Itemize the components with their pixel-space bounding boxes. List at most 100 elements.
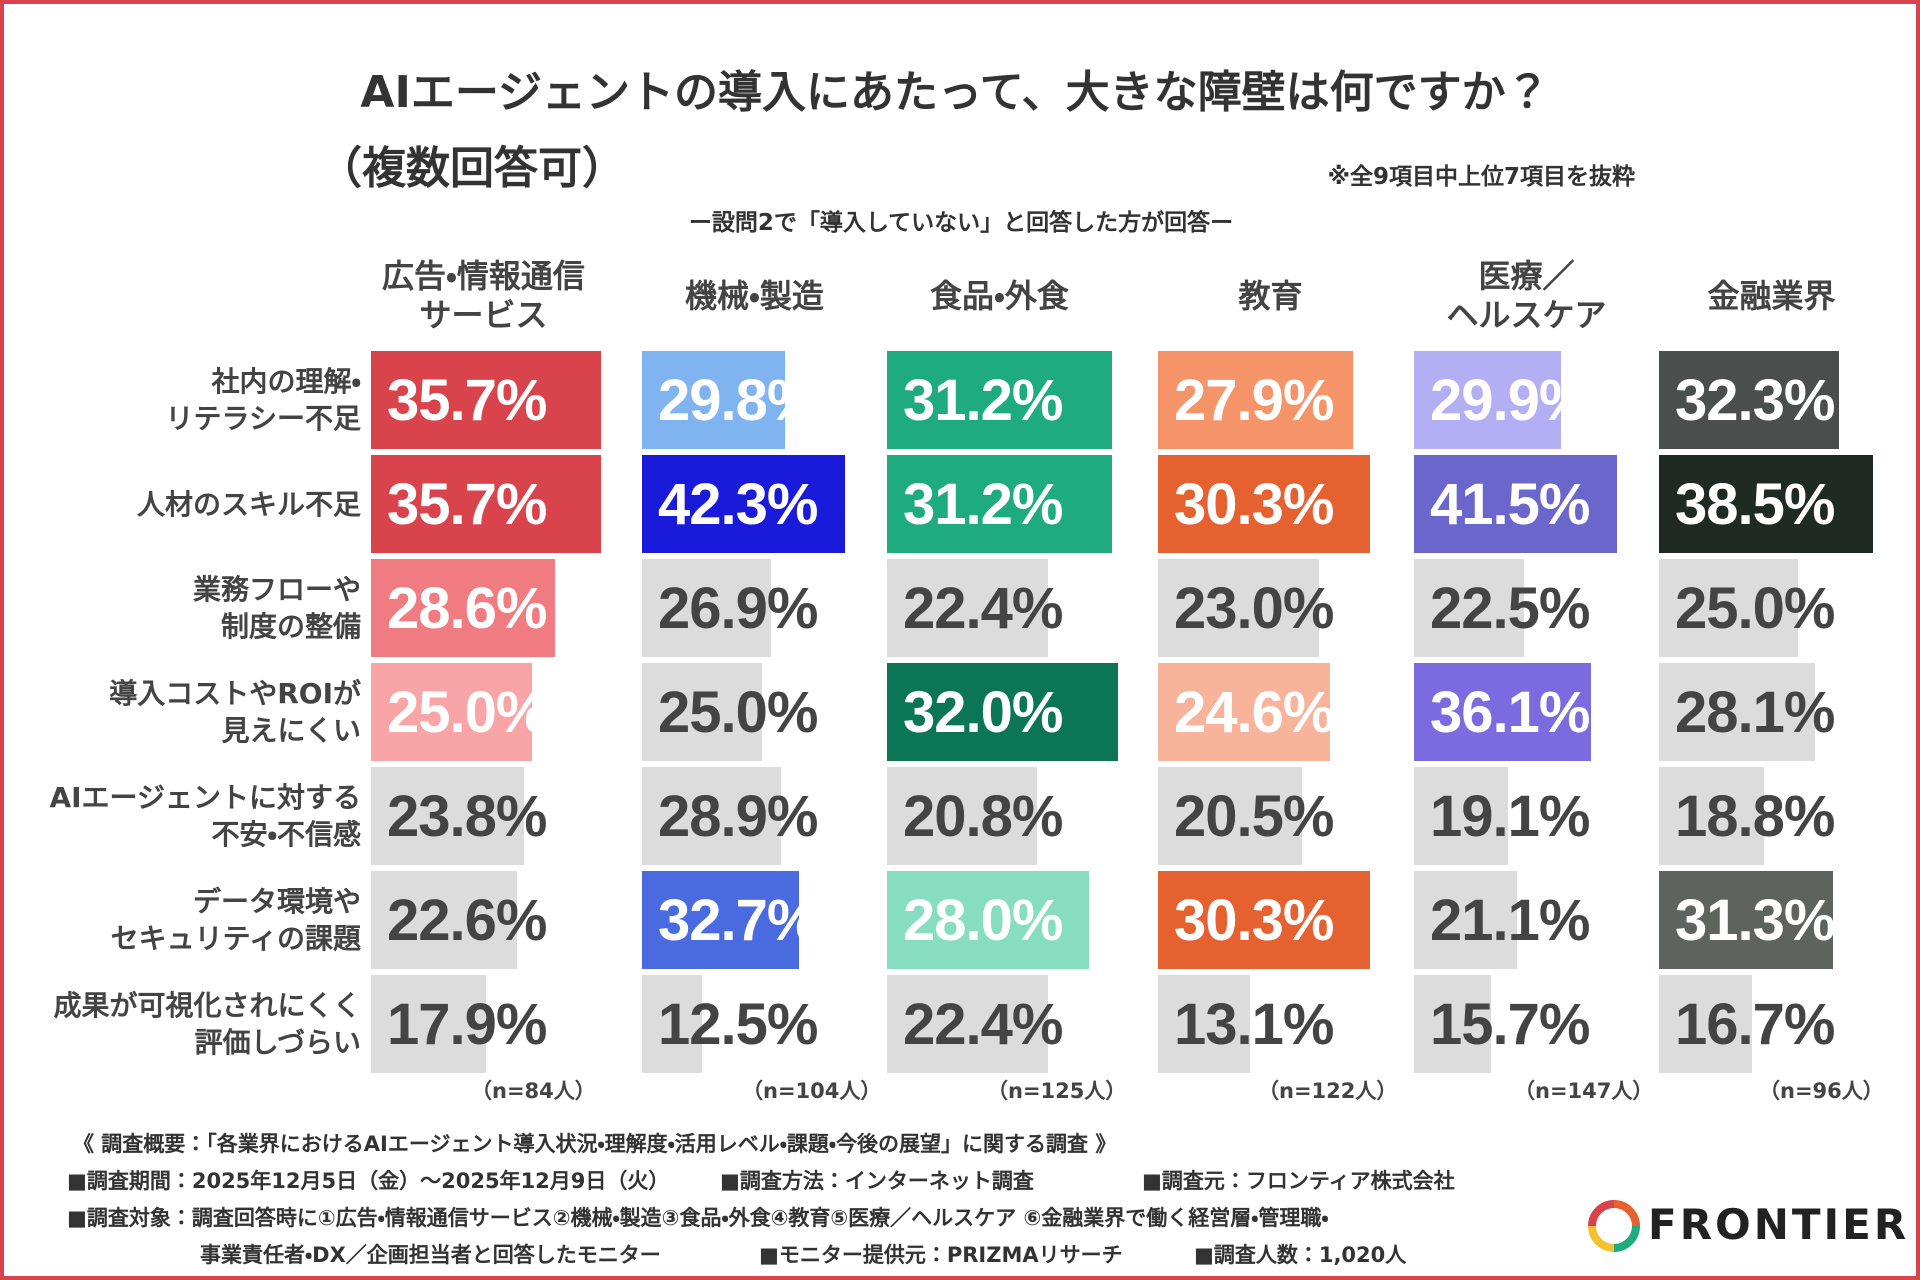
category-label: データ環境や セキュリティの課題 [110, 885, 361, 955]
value-label: 27.9% [1174, 368, 1334, 433]
panel-header: 金融業界 [1707, 276, 1836, 315]
sample-size: （n=96人） [1759, 1079, 1884, 1103]
value-label: 28.9% [658, 784, 818, 849]
value-label: 22.4% [903, 576, 1063, 641]
bar [1659, 767, 1764, 865]
value-label: 18.8% [1675, 784, 1835, 849]
bar [1659, 455, 1874, 553]
sample-size: （n=125人） [987, 1079, 1127, 1103]
survey-detail: ■調査方法：インターネット調査 [720, 1169, 1034, 1193]
chart-title: AIエージェントの導入にあたって、大きな障壁は何ですか？ [360, 67, 1550, 118]
bar [1158, 871, 1371, 969]
value-label: 20.8% [903, 784, 1063, 849]
category-label: 人材のスキル不足 [136, 487, 361, 521]
value-label: 20.5% [1174, 784, 1334, 849]
subtitle: ー設問2で「導入していない」と回答した方が回答ー [688, 210, 1234, 236]
bar [642, 663, 763, 761]
bar [1158, 455, 1371, 553]
panel-header: 食品・外食 [930, 276, 1069, 315]
bar [1659, 975, 1752, 1073]
bar [1158, 975, 1250, 1073]
value-label: 30.3% [1174, 888, 1334, 953]
value-label: 21.1% [1430, 888, 1590, 953]
bar [1414, 767, 1508, 865]
note: ※全9項目中上位7項目を抜粋 [1327, 164, 1635, 190]
sample-size: （n=122人） [1258, 1079, 1398, 1103]
panel-header: 医療／ ヘルスケア [1446, 257, 1607, 334]
bar [1659, 871, 1834, 969]
logo-text: FRONTIER [1648, 1200, 1910, 1249]
value-label: 17.9% [387, 992, 547, 1057]
sample-size: （n=84人） [471, 1079, 596, 1103]
category-label: 業務フローや 制度の整備 [192, 573, 361, 643]
bar [887, 767, 1037, 865]
bar [1659, 663, 1816, 761]
bar [1414, 975, 1491, 1073]
value-label: 29.8% [658, 368, 818, 433]
value-label: 42.3% [658, 472, 818, 537]
bar [887, 871, 1089, 969]
bar [887, 975, 1049, 1073]
bar [887, 559, 1049, 657]
value-label: 13.1% [1174, 992, 1334, 1057]
value-label: 32.0% [903, 680, 1063, 745]
value-label: 12.5% [658, 992, 818, 1057]
category-label: AIエージェントに対する 不安・不信感 [49, 781, 361, 851]
bar [1659, 351, 1839, 449]
bar [1414, 455, 1618, 553]
survey-detail: ■調査元：フロンティア株式会社 [1142, 1169, 1455, 1193]
survey-overview: 《 調査概要：「各業界におけるAIエージェント導入状況・理解度・活用レベル・課題… [73, 1132, 1117, 1156]
value-label: 22.5% [1430, 576, 1590, 641]
category-label: 成果が可視化されにくく 評価しづらい [53, 989, 361, 1059]
survey-detail: ■モニター提供元：PRIZMAリサーチ [759, 1243, 1123, 1267]
value-label: 28.1% [1675, 680, 1835, 745]
value-label: 36.1% [1430, 680, 1590, 745]
value-label: 25.0% [387, 680, 547, 745]
category-label: 導入コストやROIが 見えにくい [109, 677, 361, 747]
bar [371, 767, 525, 865]
bar [642, 767, 781, 865]
bar [887, 663, 1118, 761]
value-label: 29.9% [1430, 368, 1590, 433]
value-label: 32.7% [658, 888, 818, 953]
panel-header: 広告・情報通信 サービス [382, 257, 585, 334]
logo-icon [1588, 1200, 1640, 1252]
bar [887, 455, 1112, 553]
bar [642, 559, 772, 657]
bar [1158, 351, 1354, 449]
bar [642, 871, 800, 969]
value-label: 28.6% [387, 576, 547, 641]
bar [1414, 351, 1561, 449]
value-label: 31.2% [903, 368, 1063, 433]
logo: FRONTIER [1586, 1196, 1906, 1256]
bar [887, 351, 1112, 449]
bar [371, 351, 602, 449]
value-label: 38.5% [1675, 472, 1835, 537]
value-label: 25.0% [1675, 576, 1835, 641]
bar [1158, 663, 1331, 761]
panel-header: 機械・製造 [685, 276, 824, 315]
value-label: 35.7% [387, 368, 547, 433]
value-label: 25.0% [658, 680, 818, 745]
value-label: 19.1% [1430, 784, 1590, 849]
value-label: 16.7% [1675, 992, 1835, 1057]
chart-title-line2: （複数回答可） [318, 143, 626, 194]
value-label: 15.7% [1430, 992, 1590, 1057]
value-label: 26.9% [658, 576, 818, 641]
value-label: 23.8% [387, 784, 547, 849]
value-label: 28.0% [903, 888, 1063, 953]
value-label: 31.2% [903, 472, 1063, 537]
bar [1414, 559, 1525, 657]
bar [1414, 663, 1591, 761]
bar [371, 975, 487, 1073]
bar [371, 871, 517, 969]
bar [1158, 559, 1319, 657]
bar [371, 663, 533, 761]
value-label: 22.4% [903, 992, 1063, 1057]
panel-header: 教育 [1238, 276, 1303, 315]
value-label: 31.3% [1675, 888, 1835, 953]
value-label: 30.3% [1174, 472, 1334, 537]
sample-size: （n=147人） [1514, 1079, 1654, 1103]
bar [642, 351, 786, 449]
value-label: 35.7% [387, 472, 547, 537]
